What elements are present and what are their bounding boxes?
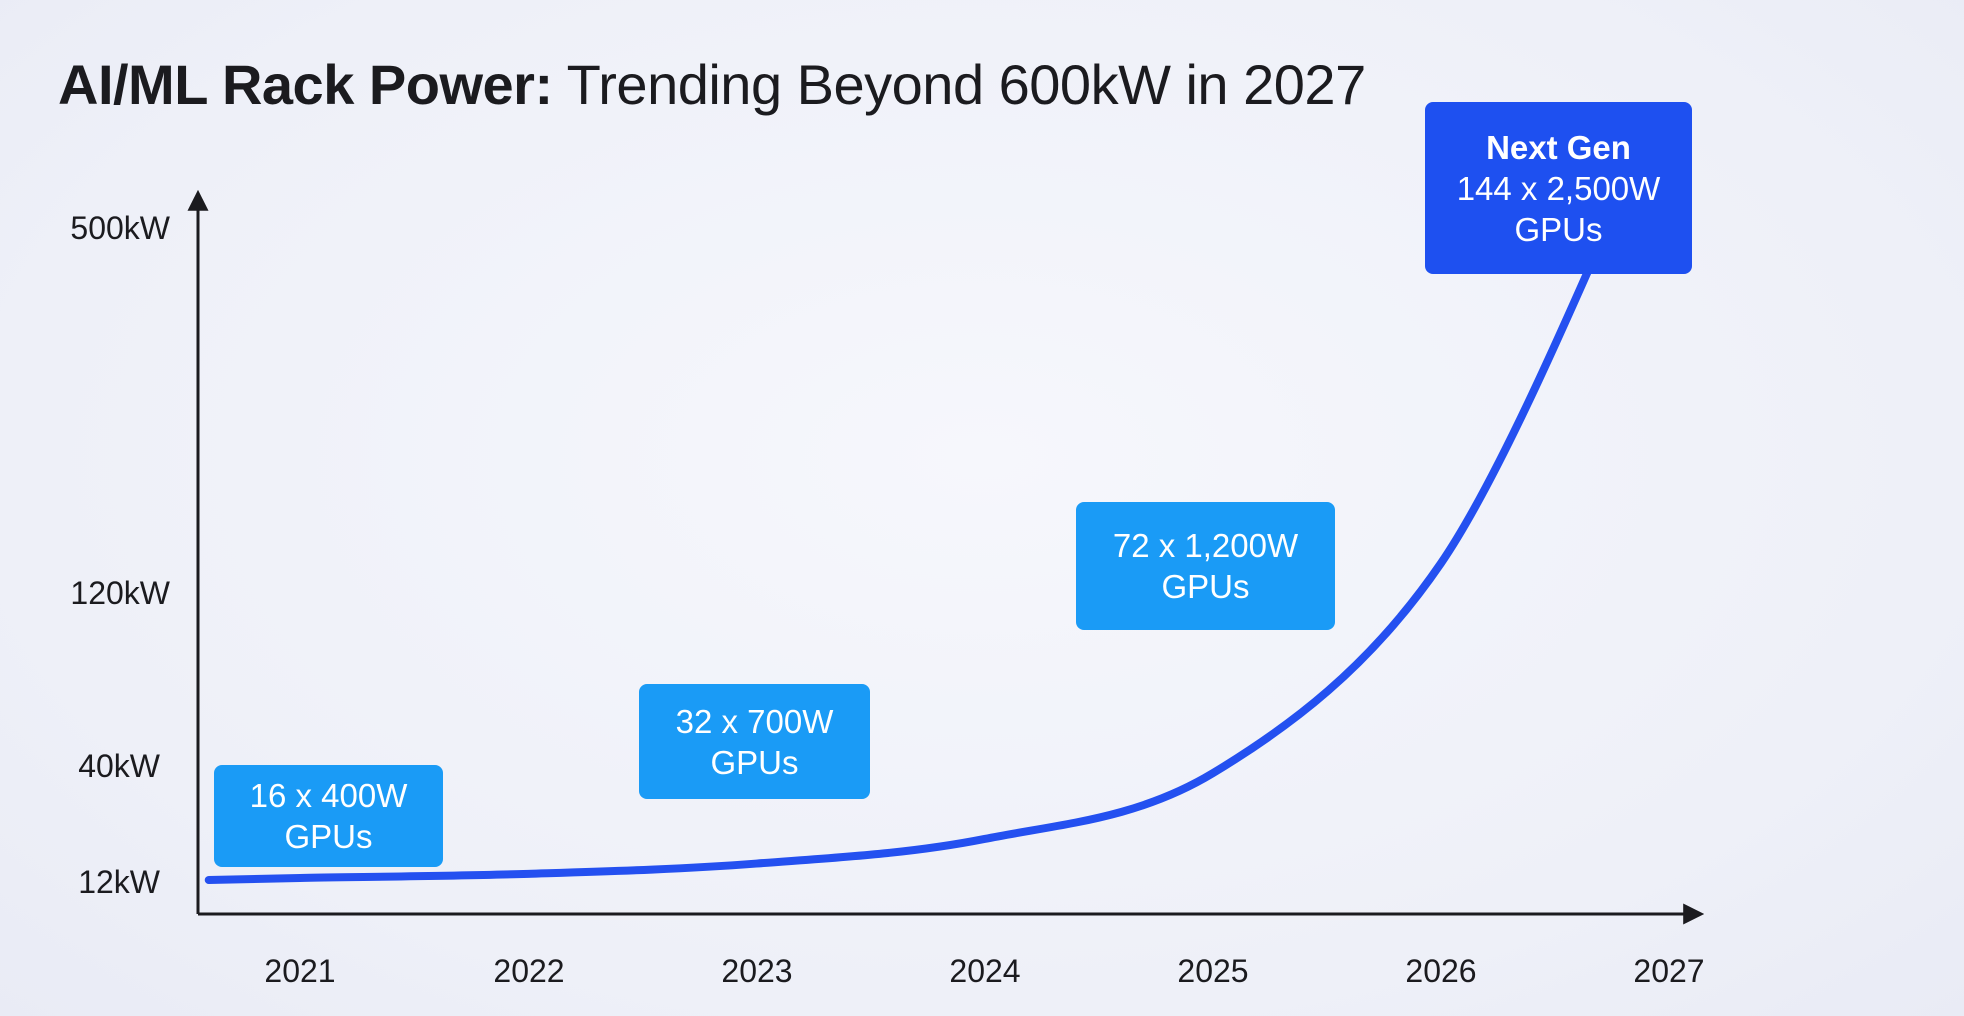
x-tick-label: 2024 [949, 953, 1020, 989]
y-tick-label: 40kW [78, 748, 161, 784]
x-tick-label: 2026 [1405, 953, 1476, 989]
x-tick-label: 2025 [1177, 953, 1248, 989]
annotation-line-1: 72 x 1,200W [1112, 527, 1299, 564]
annotation-line-2: GPUs [284, 818, 373, 855]
annotation-box-2025: 72 x 1,200W GPUs [1076, 502, 1335, 630]
x-tick-label: 2021 [264, 953, 335, 989]
chart-title-rest: Trending Beyond 600kW in 2027 [566, 53, 1367, 116]
annotation-line-2: GPUs [710, 743, 799, 781]
annotation-box-2021: 16 x 400W GPUs [214, 765, 443, 867]
y-tick-label: 12kW [78, 864, 161, 900]
y-tick-label: 120kW [70, 575, 170, 611]
annotation-line-1: 16 x 400W [249, 777, 408, 814]
annotation-box-next-gen: Next Gen 144 x 2,500W GPUs [1425, 102, 1692, 274]
x-tick-label: 2022 [493, 953, 564, 989]
annotation-heading: Next Gen [1486, 128, 1631, 166]
annotation-line-1: 32 x 700W [675, 702, 834, 740]
annotation-line-2: GPUs [1161, 568, 1250, 605]
y-tick-label: 500kW [70, 210, 170, 246]
annotation-line-1: 144 x 2,500W [1456, 169, 1661, 207]
x-tick-label: 2027 [1633, 953, 1704, 989]
annotation-box-2023: 32 x 700W GPUs [639, 684, 870, 799]
x-tick-label: 2023 [721, 953, 792, 989]
trend-curve [204, 136, 1651, 884]
chart-title-bold: AI/ML Rack Power: [58, 53, 553, 116]
chart-title: AI/ML Rack Power: Trending Beyond 600kW … [58, 52, 1366, 117]
annotation-line-2: GPUs [1514, 210, 1603, 248]
